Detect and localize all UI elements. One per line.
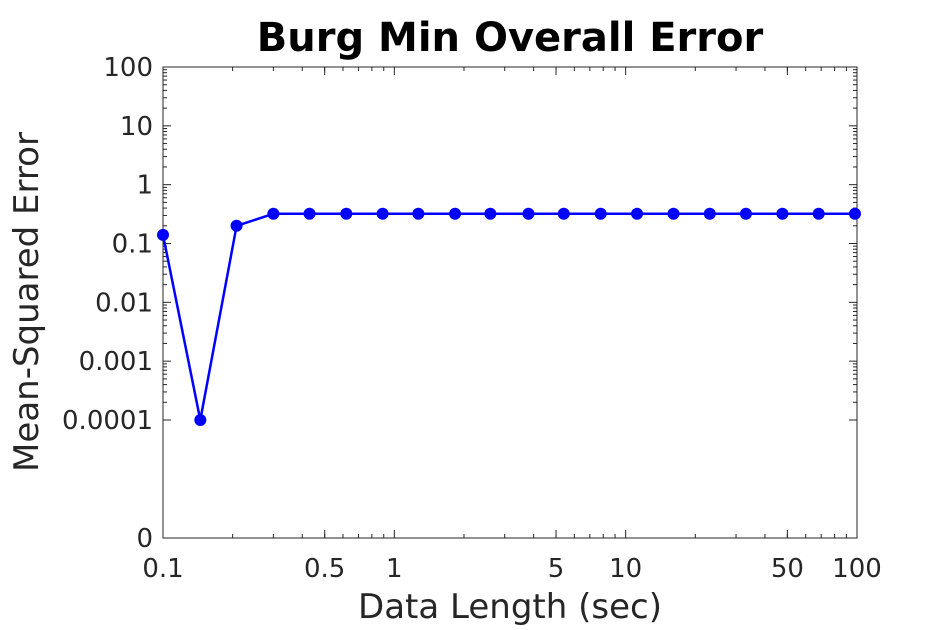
- x-tick-label: 100: [832, 554, 882, 584]
- data-point: [776, 207, 789, 220]
- chart-title: Burg Min Overall Error: [257, 15, 764, 61]
- y-tick-label: 100: [103, 53, 153, 83]
- series-layer: [157, 207, 861, 426]
- series-line: [161, 212, 855, 422]
- data-point: [340, 207, 353, 220]
- x-tick-label: 0.5: [304, 554, 345, 584]
- data-point: [194, 414, 207, 426]
- x-axis-label: Data Length (sec): [358, 587, 662, 627]
- y-tick-label: 10: [120, 112, 153, 142]
- data-point: [484, 207, 497, 220]
- data-point: [449, 207, 462, 220]
- y-tick-label: 0.01: [95, 288, 153, 318]
- x-tick-label: 5: [548, 554, 565, 584]
- data-point: [376, 207, 389, 220]
- data-point: [594, 207, 607, 220]
- x-tick-label: 10: [609, 554, 642, 584]
- y-tick-label: 1: [136, 171, 153, 201]
- x-tick-label: 0.1: [142, 554, 183, 584]
- y-tick-label: 0: [136, 524, 153, 554]
- axis-ticks: 0.1 0.5 1 5 10 50 100 0 0.0001 0.001 0.01 0.1 1 10 100: [62, 53, 882, 584]
- data-point: [667, 207, 680, 220]
- data-point: [812, 207, 825, 220]
- data-point: [703, 207, 716, 220]
- data-point: [522, 207, 535, 220]
- data-point: [631, 207, 644, 220]
- data-point: [303, 207, 316, 220]
- y-tick-label: 0.0001: [62, 406, 153, 436]
- data-point: [267, 207, 280, 220]
- y-tick-label: 0.001: [79, 347, 153, 377]
- data-point: [412, 207, 425, 220]
- x-tick-label: 50: [771, 554, 804, 584]
- y-axis-label: Mean-Squared Error: [7, 132, 47, 472]
- plot-area-frame: [162, 66, 858, 539]
- data-point: [557, 207, 570, 220]
- y-tick-label: 0.1: [112, 230, 153, 260]
- x-tick-label: 1: [386, 554, 403, 584]
- data-point: [230, 219, 243, 232]
- data-point: [739, 207, 752, 220]
- data-point: [157, 228, 169, 241]
- data-point: [848, 207, 861, 220]
